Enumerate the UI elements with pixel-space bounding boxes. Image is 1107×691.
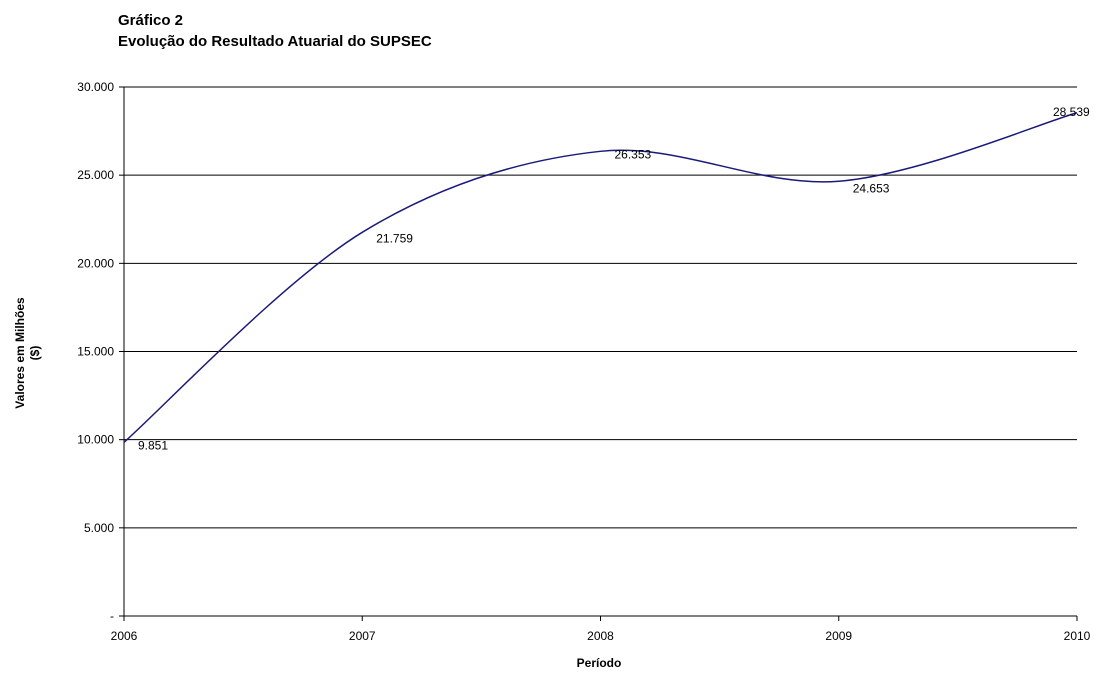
y-tick-label: 5.000: [84, 521, 114, 535]
y-tick-label: 20.000: [77, 256, 114, 270]
x-axis-ticks: 2006 2007 2008 2009 2010: [111, 616, 1091, 643]
data-label: 9.851: [138, 438, 168, 452]
x-tick-label: 2009: [825, 629, 852, 643]
gridlines: [124, 86, 1077, 529]
x-tick-label: 2010: [1064, 629, 1091, 643]
x-tick-label: 2007: [349, 629, 376, 643]
chart-title: Gráfico 2: [118, 12, 184, 29]
y-axis-title-line-1: Valores em Milhões: [13, 297, 27, 409]
x-tick-label: 2006: [111, 629, 138, 643]
chart-subtitle: Evolução do Resultado Atuarial do SUPSEC: [118, 33, 432, 50]
y-tick-label: 10.000: [77, 433, 114, 447]
chart-title-block: Gráfico 2 Evolução do Resultado Atuarial…: [118, 10, 432, 52]
y-axis-title-line-2: ($): [28, 346, 42, 361]
data-label: 28.539: [1053, 105, 1090, 119]
data-label: 24.653: [853, 181, 890, 195]
y-axis-title: Valores em Milhões ($): [13, 297, 42, 409]
x-axis-title: Período: [577, 656, 622, 670]
y-tick-label: 15.000: [77, 345, 114, 359]
data-labels: 9.851 21.759 26.353 24.653 28.539: [138, 105, 1090, 453]
y-tick-label: 25.000: [77, 168, 114, 182]
data-label: 26.353: [615, 147, 652, 161]
series-layer: [123, 112, 1078, 443]
series-line: [123, 112, 1078, 443]
y-tick-label: -: [110, 609, 114, 623]
y-tick-label: 30.000: [77, 80, 114, 94]
data-label: 21.759: [376, 231, 413, 245]
x-tick-label: 2008: [587, 629, 614, 643]
y-axis-ticks: - 5.000 10.000 15.000 20.000 25.000 30.000: [77, 80, 124, 623]
